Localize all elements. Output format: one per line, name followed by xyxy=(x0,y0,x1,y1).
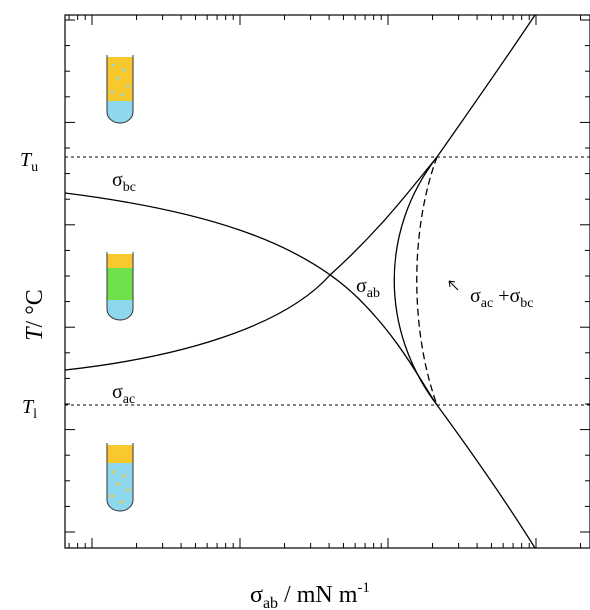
curve-label: σac xyxy=(112,381,135,407)
sigma-ac-curve xyxy=(64,14,536,371)
tube-bottom xyxy=(106,443,134,512)
level-label: Tl xyxy=(22,396,37,422)
y-axis-label: T/ °C xyxy=(22,289,48,341)
curve-symbol: σ xyxy=(470,285,481,307)
curve-symbol: σ xyxy=(112,381,123,403)
tube-top xyxy=(106,55,134,124)
curve-symbol: σ xyxy=(112,169,123,191)
y-label-unit: / °C xyxy=(22,289,48,327)
axis-ticks xyxy=(65,15,590,548)
sigma-ab-curve xyxy=(393,156,438,406)
arrow xyxy=(448,280,459,291)
tube-middle xyxy=(106,252,134,321)
curve-subscript: ac xyxy=(481,296,493,311)
sum-curve xyxy=(416,156,438,406)
plot-frame xyxy=(64,14,590,549)
level-symbol: T xyxy=(22,396,35,418)
curve-subscript: bc xyxy=(520,296,533,311)
level-label: Tu xyxy=(20,149,38,175)
curve-label: σbc xyxy=(112,169,136,195)
curve-subscript: ac xyxy=(123,392,135,407)
curve-subscript: bc xyxy=(123,180,136,195)
curve-symbol: σ xyxy=(356,275,367,297)
sigma-bc-curve xyxy=(64,192,536,549)
x-label-symbol: σ xyxy=(250,582,263,608)
y-label-symbol: T xyxy=(22,326,48,341)
level-subscript: l xyxy=(33,407,37,422)
curve-label: σac +σbc xyxy=(470,285,534,311)
level-symbol: T xyxy=(20,149,33,171)
x-label-superscript: -1 xyxy=(357,580,370,596)
curve-subscript: ab xyxy=(367,286,380,301)
x-axis-label: σab / mN m-1 xyxy=(250,580,370,610)
curve-symbol: +σ xyxy=(493,285,520,307)
x-label-subscript: ab xyxy=(263,595,278,610)
level-subscript: u xyxy=(31,160,38,175)
x-label-unit: / mN m xyxy=(278,582,358,608)
curve-label: σab xyxy=(356,275,380,301)
